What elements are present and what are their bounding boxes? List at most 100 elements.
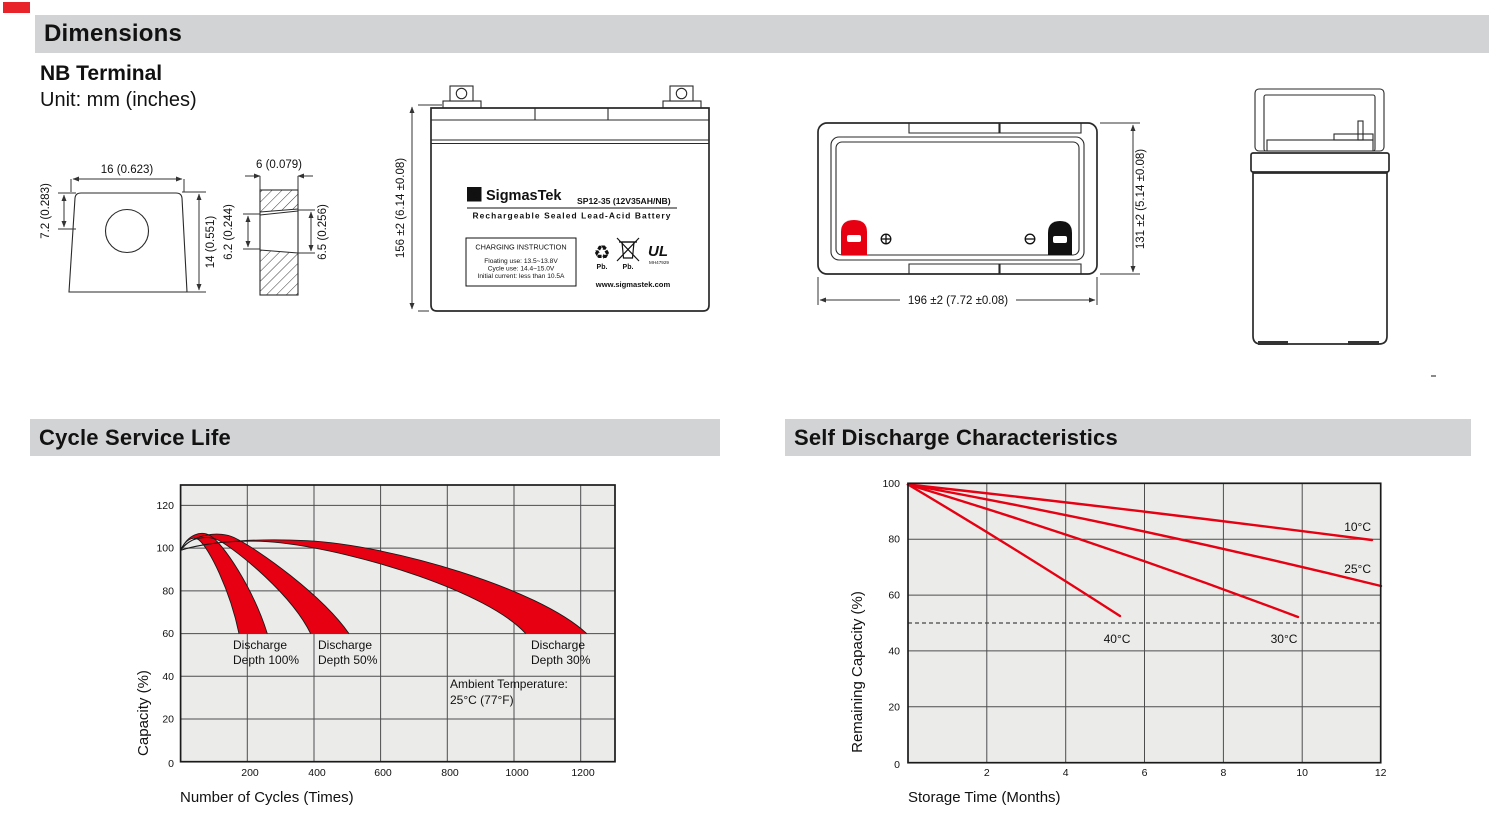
svg-text:100: 100 bbox=[156, 543, 174, 555]
terminal-front-hole bbox=[104, 208, 150, 254]
side-lid bbox=[1254, 88, 1385, 152]
recycle-icon: ♻ bbox=[593, 243, 610, 264]
front-right-post bbox=[662, 85, 702, 109]
terminal-front-outline bbox=[68, 192, 188, 293]
svg-text:400: 400 bbox=[308, 767, 326, 779]
svg-text:100: 100 bbox=[882, 478, 900, 490]
dim-battery-height: 156 ±2 (6.14 ±0.08) bbox=[395, 158, 407, 258]
svg-text:60: 60 bbox=[888, 590, 900, 602]
side-foot-left bbox=[1258, 341, 1288, 345]
battery-side-view bbox=[1250, 88, 1390, 345]
svg-text:8: 8 bbox=[1220, 767, 1226, 779]
cycle-y-ticks: 120 100 80 60 40 20 0 bbox=[156, 500, 174, 770]
self-title: Self Discharge Characteristics bbox=[794, 424, 1118, 450]
label-40c: 40°C bbox=[1104, 632, 1131, 646]
svg-text:80: 80 bbox=[162, 585, 174, 597]
side-top-plate bbox=[1266, 139, 1374, 152]
label-30c: 30°C bbox=[1271, 632, 1298, 646]
brand-name: SigmasTek bbox=[486, 188, 562, 204]
svg-text:2: 2 bbox=[984, 767, 990, 779]
unit-note: Unit: mm (inches) bbox=[40, 89, 197, 111]
side-body bbox=[1252, 172, 1388, 345]
svg-text:80: 80 bbox=[888, 534, 900, 546]
svg-text:25°C (77°F): 25°C (77°F) bbox=[450, 693, 514, 707]
charging-line-2: Cycle use: 14.4~15.0V bbox=[488, 266, 555, 273]
ul-icon: UL bbox=[648, 243, 668, 260]
terminal-front-drawing: 16 (0.623) 7.2 (0.283) 14 (0.551) bbox=[40, 164, 217, 293]
self-curve-labels: 10°C 25°C 40°C 30°C bbox=[1104, 520, 1372, 646]
plus-symbol-icon bbox=[880, 233, 892, 245]
self-plot-border bbox=[907, 482, 1382, 764]
svg-text:Depth 30%: Depth 30% bbox=[531, 653, 591, 667]
top-inner-rim-2 bbox=[835, 141, 1080, 256]
curve-30c bbox=[906, 483, 1300, 619]
ul-file-number: MH47929 bbox=[649, 260, 669, 265]
self-x-ticks: 2 4 6 8 10 12 bbox=[984, 767, 1387, 779]
cycle-x-axis-title: Number of Cycles (Times) bbox=[180, 789, 354, 806]
self-origin-label: 0 bbox=[894, 759, 900, 771]
svg-text:Depth 50%: Depth 50% bbox=[318, 653, 378, 667]
dim-terminal-height: 14 (0.551) bbox=[205, 216, 217, 269]
svg-text:1000: 1000 bbox=[505, 767, 529, 779]
self-x-axis-title: Storage Time (Months) bbox=[908, 789, 1061, 806]
self-y-axis-title: Remaining Capacity (%) bbox=[849, 591, 866, 753]
svg-text:6: 6 bbox=[1142, 767, 1148, 779]
svg-text:40: 40 bbox=[888, 645, 900, 657]
negative-terminal-slot bbox=[1053, 236, 1067, 243]
section-title-dimensions: Dimensions bbox=[35, 15, 1489, 53]
label-10c: 10°C bbox=[1344, 520, 1371, 534]
svg-text:20: 20 bbox=[888, 701, 900, 713]
nb-terminal-subtitle: NB Terminal bbox=[40, 62, 163, 85]
svg-text:10: 10 bbox=[1296, 767, 1308, 779]
cycle-bands bbox=[180, 532, 588, 634]
side-terminal-bracket bbox=[1333, 133, 1374, 141]
recycle-pb-label: Pb. bbox=[597, 264, 608, 271]
dimensions-title: Dimensions bbox=[44, 20, 183, 47]
terminal-side-drawing: 6 (0.079) 6.2 (0.244) 6.5 (0.256) bbox=[223, 159, 329, 296]
svg-text:200: 200 bbox=[241, 767, 259, 779]
side-terminal-pin bbox=[1357, 120, 1364, 141]
battery-front-view: Σ SigmasTek SP12-35 (12V35AH/NB) Recharg… bbox=[395, 85, 710, 312]
svg-text:Discharge: Discharge bbox=[531, 638, 585, 652]
dim-battery-width: 196 ±2 (7.72 ±0.08) bbox=[908, 295, 1008, 307]
svg-text:12: 12 bbox=[1375, 767, 1387, 779]
positive-terminal-slot bbox=[847, 235, 861, 242]
svg-text:40: 40 bbox=[162, 671, 174, 683]
label-25c: 25°C bbox=[1344, 562, 1371, 576]
charging-title: CHARGING INSTRUCTION bbox=[475, 243, 566, 252]
dim-battery-depth: 131 ±2 (5.14 ±0.08) bbox=[1135, 149, 1147, 249]
svg-text:600: 600 bbox=[374, 767, 392, 779]
model-number: SP12-35 (12V35AH/NB) bbox=[577, 196, 671, 206]
svg-text:Discharge: Discharge bbox=[318, 638, 372, 652]
svg-text:Ambient Temperature:: Ambient Temperature: bbox=[450, 677, 568, 691]
dim-terminal-side-width: 6 (0.079) bbox=[256, 159, 302, 171]
svg-text:4: 4 bbox=[1063, 767, 1069, 779]
top-inner-rim bbox=[830, 136, 1085, 261]
cycle-title: Cycle Service Life bbox=[39, 424, 231, 450]
svg-text:800: 800 bbox=[441, 767, 459, 779]
curve-40c bbox=[906, 483, 1122, 618]
dim-terminal-upper-height: 7.2 (0.283) bbox=[40, 183, 52, 239]
svg-text:120: 120 bbox=[156, 500, 174, 512]
cycle-plot-border bbox=[179, 484, 616, 763]
svg-text:60: 60 bbox=[162, 628, 174, 640]
side-flange bbox=[1250, 152, 1390, 173]
cycle-y-axis-title: Capacity (%) bbox=[135, 670, 152, 756]
battery-top-view: 196 ±2 (7.72 ±0.08) 131 ±2 (5.14 ±0.08) bbox=[817, 122, 1147, 307]
cycle-service-life-chart: Discharge Depth 100% Discharge Depth 50%… bbox=[135, 484, 616, 806]
dim-terminal-side-left: 6.2 (0.244) bbox=[223, 204, 235, 260]
top-outer-case bbox=[817, 122, 1098, 275]
page-corner-marker bbox=[3, 2, 30, 13]
self-y-ticks: 100 80 60 40 20 0 bbox=[882, 478, 900, 771]
sigma-logo-icon: Σ bbox=[471, 190, 478, 202]
front-left-post bbox=[442, 85, 482, 109]
charging-line-1: Floating use: 13.5~13.8V bbox=[484, 258, 558, 265]
dim-terminal-width: 16 (0.623) bbox=[101, 164, 154, 176]
self-discharge-chart: 10°C 25°C 40°C 30°C 100 80 60 40 20 0 2 … bbox=[849, 478, 1387, 806]
svg-text:Depth 100%: Depth 100% bbox=[233, 653, 299, 667]
terminal-side-hatch-bottom bbox=[260, 250, 298, 295]
sigma-logo-box bbox=[467, 187, 482, 202]
svg-text:20: 20 bbox=[162, 714, 174, 726]
cycle-origin-label: 0 bbox=[168, 758, 174, 770]
